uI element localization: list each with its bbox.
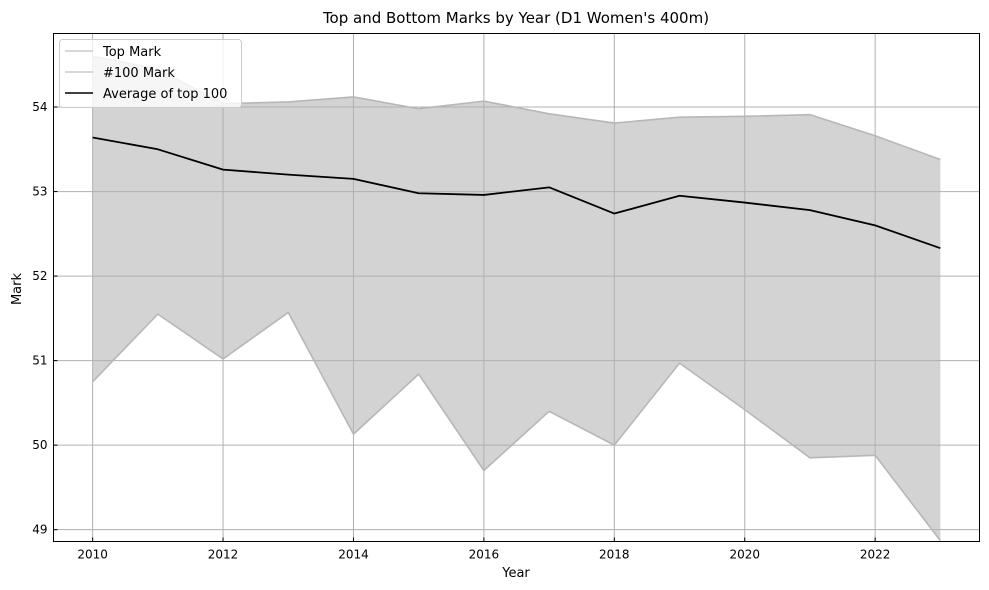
y-tick-label: 54 bbox=[32, 100, 47, 114]
legend-label-100-mark: #100 Mark bbox=[103, 66, 175, 81]
legend-label-top-mark: Top Mark bbox=[102, 45, 162, 60]
x-tick-label: 2012 bbox=[208, 548, 239, 562]
y-tick-label: 53 bbox=[32, 185, 47, 199]
chart-title: Top and Bottom Marks by Year (D1 Women's… bbox=[322, 9, 709, 27]
y-tick-label: 51 bbox=[32, 354, 47, 368]
legend-label-average: Average of top 100 bbox=[103, 87, 227, 102]
x-tick-label: 2022 bbox=[860, 548, 891, 562]
x-tick-label: 2014 bbox=[338, 548, 369, 562]
x-tick-label: 2016 bbox=[469, 548, 500, 562]
x-tick-label: 2010 bbox=[77, 548, 108, 562]
x-axis-label: Year bbox=[501, 566, 530, 581]
y-tick-label: 49 bbox=[32, 523, 47, 537]
x-tick-label: 2020 bbox=[729, 548, 760, 562]
y-axis-label: Mark bbox=[10, 273, 25, 306]
y-tick-label: 50 bbox=[32, 438, 47, 452]
legend: Top Mark #100 Mark Average of top 100 bbox=[60, 40, 242, 108]
y-tick-label: 52 bbox=[32, 269, 47, 283]
x-tick-label: 2018 bbox=[599, 548, 630, 562]
